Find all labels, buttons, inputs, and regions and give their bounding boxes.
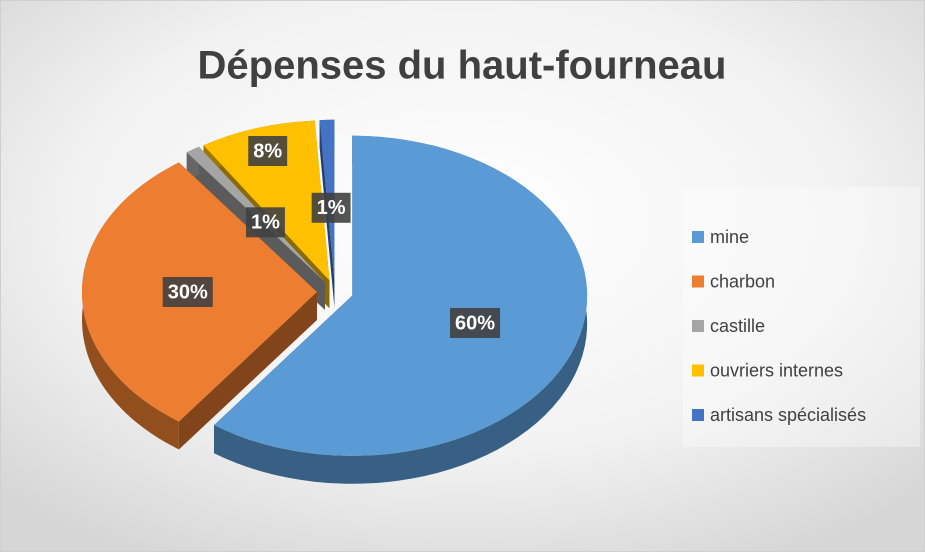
- pie-slice: [213, 135, 588, 456]
- data-label-box: [248, 136, 288, 167]
- legend-label: artisans spécialisés: [710, 405, 866, 425]
- pie-slice-group: [213, 135, 588, 484]
- data-label: 1%: [251, 212, 280, 234]
- legend-swatch: [692, 320, 704, 332]
- data-label: 60%: [455, 312, 495, 334]
- data-label-box: [245, 207, 285, 238]
- data-label: 8%: [253, 140, 282, 162]
- pie-slice: [203, 120, 330, 281]
- legend-swatch: [692, 364, 704, 377]
- pie-slice-side: [213, 135, 588, 484]
- data-label-group: 1%: [245, 207, 285, 238]
- data-label-group: 1%: [311, 192, 351, 223]
- legend-label: charbon: [710, 271, 775, 291]
- data-label-group: 8%: [248, 136, 288, 167]
- chart-title: Dépenses du haut-fourneau: [198, 44, 727, 88]
- legend-swatch: [692, 231, 704, 243]
- data-label-group: 30%: [162, 277, 213, 307]
- pie-slice-wall: [178, 292, 317, 450]
- legend-label: mine: [710, 227, 749, 247]
- data-label-box: [311, 192, 351, 223]
- data-label-group: 60%: [450, 307, 501, 338]
- data-label-box: [162, 277, 213, 307]
- legend-background: [683, 187, 920, 447]
- legend-label: castille: [710, 316, 765, 336]
- data-label: 1%: [317, 197, 346, 219]
- legend-swatch: [692, 409, 704, 421]
- data-label-box: [450, 307, 501, 338]
- legend-label: ouvriers internes: [710, 360, 843, 380]
- data-label: 30%: [168, 281, 208, 303]
- legend-swatch: [692, 275, 704, 288]
